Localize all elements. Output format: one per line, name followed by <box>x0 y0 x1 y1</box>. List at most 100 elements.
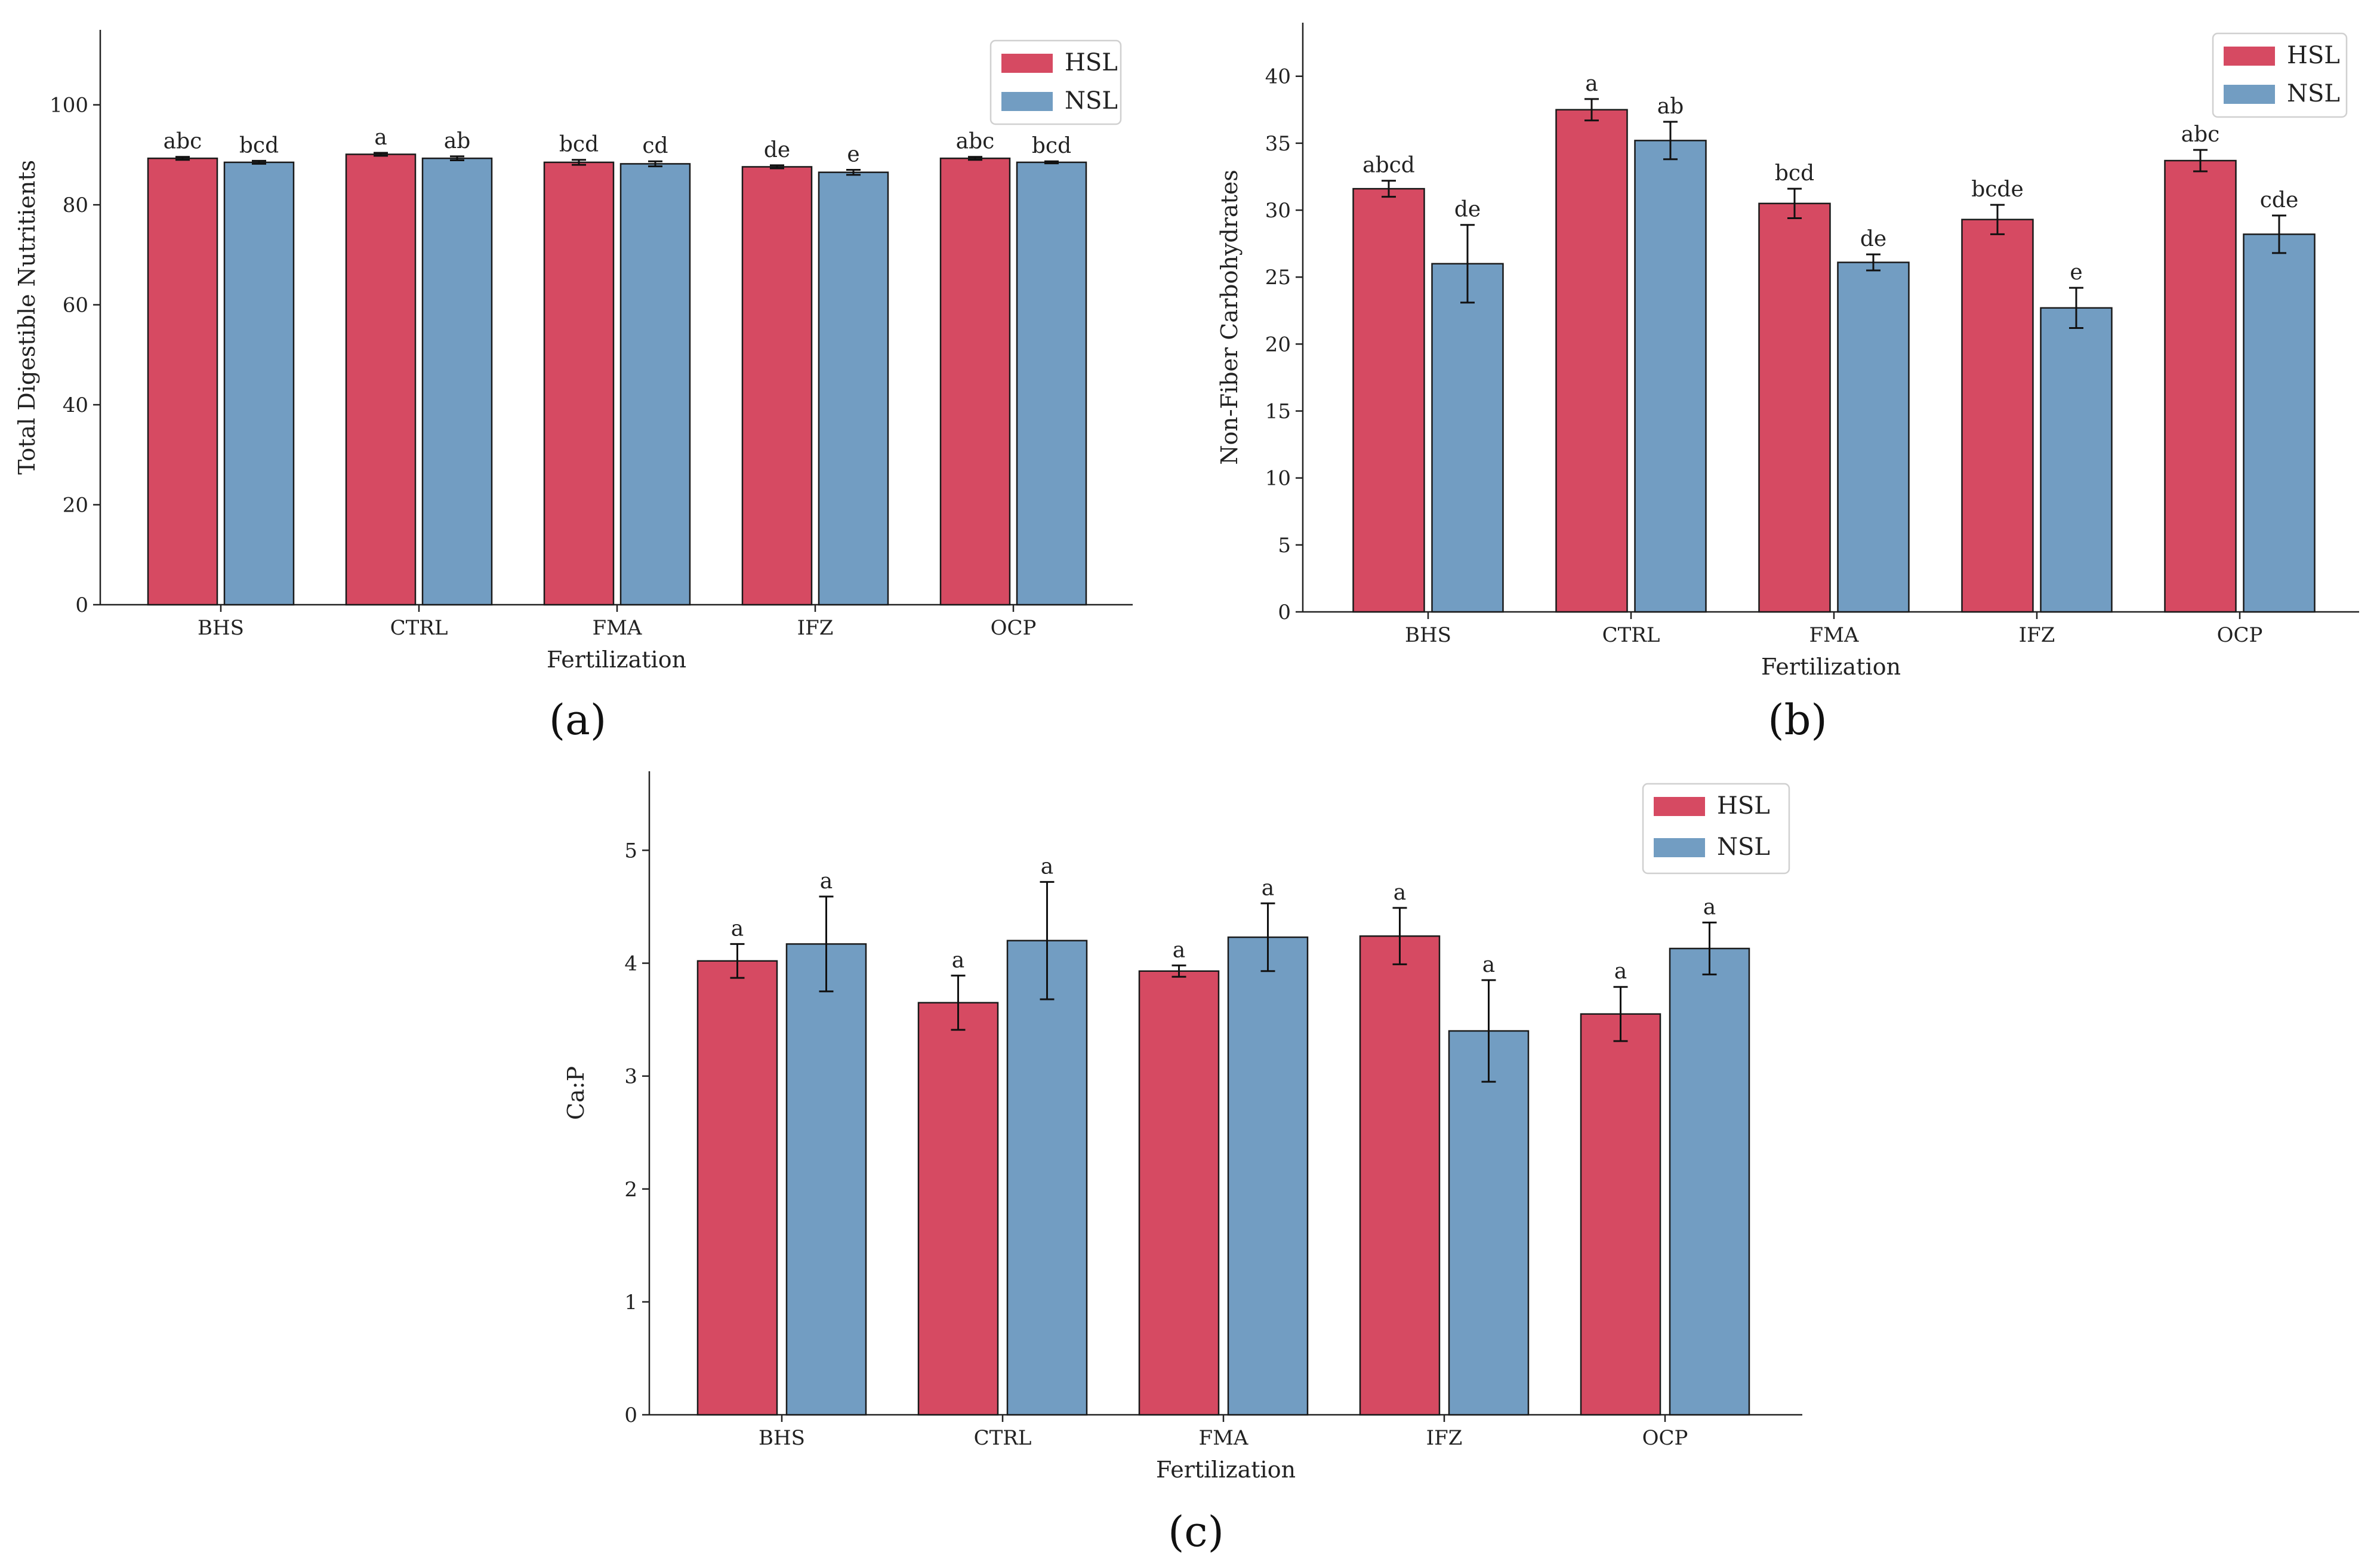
bar-hsl-ifz <box>1359 935 1441 1416</box>
significance-letter: a <box>1262 876 1274 900</box>
significance-letter: a <box>1173 938 1185 962</box>
x-tick-label: BHS <box>759 1426 805 1450</box>
y-tick-label: 1 <box>624 1291 637 1314</box>
significance-letter: bcd <box>559 133 599 157</box>
significance-letter: de <box>764 138 790 162</box>
y-tick-label: 0 <box>624 1403 637 1427</box>
legend-swatch-nsl <box>2224 85 2275 104</box>
y-tick-label: 60 <box>63 294 88 318</box>
significance-letter: de <box>1454 198 1481 222</box>
bar-hsl-ocp <box>2164 159 2237 613</box>
bar-hsl-bhs <box>696 960 778 1416</box>
bar-hsl-ctrl <box>345 153 417 606</box>
y-tick-label: 5 <box>1278 534 1291 558</box>
y-tick-label: 20 <box>63 494 88 518</box>
significance-letter: a <box>731 916 744 941</box>
legend-swatch-hsl <box>1654 797 1705 816</box>
significance-letter: bcde <box>1971 177 2024 202</box>
y-tick-label: 3 <box>624 1065 637 1089</box>
y-tick-label: 100 <box>50 94 88 118</box>
y-tick-label: 0 <box>1278 601 1291 624</box>
x-tick-label: CTRL <box>390 616 448 640</box>
x-tick-label: CTRL <box>974 1426 1032 1450</box>
bar-nsl-ifz <box>818 171 889 606</box>
y-tick-label: 2 <box>624 1178 637 1202</box>
y-tick-label: 40 <box>1265 65 1291 89</box>
bar-nsl-ocp <box>1669 947 1750 1416</box>
x-tick-label: BHS <box>198 616 244 640</box>
bar-hsl-ctrl <box>1555 109 1628 613</box>
x-tick-label: OCP <box>991 616 1037 640</box>
significance-letter: ab <box>1657 94 1684 119</box>
bar-nsl-ctrl <box>1634 140 1707 613</box>
legend-label: NSL <box>1065 87 1118 115</box>
bar-hsl-ocp <box>939 157 1011 606</box>
chart-panel-c: 0 1 2 3 4 5 BHS a a CTRL a a FMA a a IFZ a a OCP a a Fertiliz… <box>563 771 1802 1556</box>
bar-hsl-bhs <box>1352 187 1425 613</box>
x-tick-label: BHS <box>1405 623 1451 647</box>
bar-nsl-ocp <box>1016 161 1087 606</box>
x-tick-label: FMA <box>1199 1426 1248 1450</box>
bar-hsl-ctrl <box>917 1002 999 1416</box>
x-axis-title: Fertilization <box>1156 1457 1296 1483</box>
x-tick-label: IFZ <box>1426 1426 1463 1450</box>
bar-hsl-fma <box>1758 202 1831 613</box>
bar-hsl-bhs <box>147 157 218 606</box>
bar-hsl-ocp <box>1580 1013 1661 1416</box>
y-tick-label: 20 <box>1265 333 1291 356</box>
legend-label: NSL <box>2287 80 2340 107</box>
significance-letter: a <box>374 125 387 150</box>
legend-label: NSL <box>1717 833 1770 861</box>
legend-swatch-hsl <box>2224 47 2275 66</box>
bar-nsl-bhs <box>785 943 867 1416</box>
y-tick-label: 5 <box>624 839 637 863</box>
significance-letter: e <box>2070 260 2082 285</box>
x-tick-label: OCP <box>1642 1426 1688 1450</box>
legend: HSL NSL <box>1642 783 1790 875</box>
y-axis-title: Ca:P <box>563 1066 589 1120</box>
y-axis-title: Total Digestible Nutritients <box>14 160 40 475</box>
bar-nsl-ifz <box>2040 307 2113 613</box>
significance-letter: cde <box>2260 188 2299 213</box>
y-axis-title: Non-Fiber Carbohydrates <box>1216 170 1243 464</box>
significance-letter: de <box>1860 227 1886 251</box>
y-tick-label: 30 <box>1265 199 1291 223</box>
significance-letter: abcd <box>1362 153 1415 178</box>
panel-label: (a) <box>549 695 606 744</box>
bar-nsl-fma <box>1837 261 1910 613</box>
y-tick-label: 25 <box>1265 266 1291 290</box>
bar-nsl-fma <box>1227 936 1309 1416</box>
chart-panel-b: 0 5 10 15 20 25 30 35 40 BHS abcd de CTRL a ab FMA bcd de… <box>1216 23 2359 744</box>
significance-letter: a <box>1614 959 1627 984</box>
bar-hsl-fma <box>543 161 615 606</box>
x-axis-title: Fertilization <box>547 646 686 673</box>
bar-hsl-fma <box>1138 970 1220 1416</box>
y-tick-label: 4 <box>624 952 637 976</box>
bar-hsl-ifz <box>1961 218 2034 613</box>
bar-nsl-ifz <box>1448 1030 1530 1416</box>
significance-letter: bcd <box>1032 134 1071 158</box>
legend: HSL NSL <box>2212 32 2348 118</box>
significance-letter: a <box>1585 72 1598 96</box>
significance-letter: abc <box>164 130 202 154</box>
legend-label: HSL <box>2287 42 2340 69</box>
x-tick-label: CTRL <box>1602 623 1660 647</box>
legend-swatch-hsl <box>1001 54 1053 73</box>
chart-panel-a: 0 20 40 60 80 100 BHS abc bcd CTRL a ab FMA bcd cd IFZ d… <box>14 30 1133 744</box>
x-tick-label: IFZ <box>797 616 834 640</box>
significance-letter: abc <box>956 130 995 154</box>
bar-nsl-ctrl <box>1006 940 1088 1416</box>
significance-letter: a <box>1482 953 1495 977</box>
significance-letter: e <box>847 142 859 167</box>
legend-swatch-nsl <box>1001 92 1053 111</box>
significance-letter: abc <box>2181 122 2220 147</box>
x-tick-label: FMA <box>593 616 642 640</box>
significance-letter: bcd <box>239 133 279 158</box>
significance-letter: a <box>1041 854 1053 879</box>
bar-nsl-bhs <box>1431 263 1504 613</box>
bar-nsl-fma <box>619 163 691 606</box>
significance-letter: a <box>1394 881 1406 905</box>
panel-label: (b) <box>1768 695 1827 744</box>
y-tick-label: 15 <box>1265 400 1291 424</box>
